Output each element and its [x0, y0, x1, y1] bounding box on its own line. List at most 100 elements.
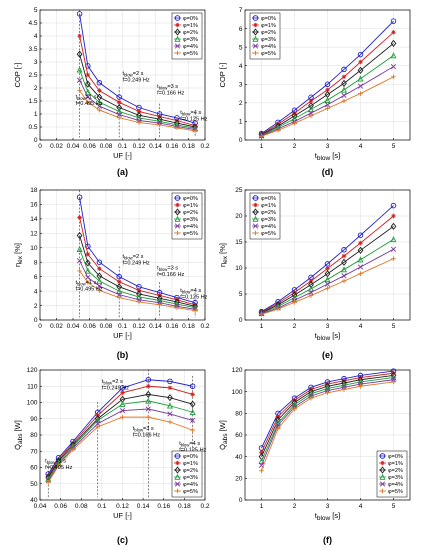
legend-label: φ=2%: [261, 30, 276, 36]
data-point: [116, 111, 122, 118]
x-tick-label: 0.04: [67, 143, 80, 150]
x-tick-label: 0.14: [149, 143, 162, 150]
legend-marker: [174, 195, 181, 201]
panel-label: (c): [117, 535, 128, 545]
panel-label: (a): [117, 167, 128, 177]
y-tick-label: 40: [235, 454, 243, 461]
annotation-label: tblow=4 s f=0.125 Hz: [179, 441, 206, 454]
data-point: [166, 402, 173, 409]
x-tick-label: 0.1: [118, 323, 127, 330]
data-point: [76, 245, 83, 252]
data-point: [358, 59, 363, 65]
data-point: [116, 295, 122, 300]
data-point: [391, 213, 396, 219]
data-point: [97, 288, 102, 293]
data-point: [97, 266, 102, 272]
data-point: [85, 280, 91, 285]
legend-label: φ=1%: [388, 461, 403, 467]
data-point: [358, 91, 363, 96]
legend-label: φ=4%: [183, 224, 198, 230]
data-point: [259, 133, 264, 139]
data-point: [259, 468, 264, 474]
y-tick-label: 1.5: [28, 98, 37, 105]
data-point: [308, 98, 314, 104]
x-tick-label: 4: [359, 503, 363, 510]
series-line: [261, 372, 394, 453]
y-tick-label: 2: [34, 303, 38, 310]
x-tick-label: 0.16: [166, 143, 179, 150]
y-tick-label: 0: [239, 317, 243, 324]
data-point: [308, 289, 314, 296]
data-point: [136, 120, 142, 125]
data-point: [116, 94, 122, 100]
series-line: [79, 197, 196, 304]
annotation-label: tblow=1 s f=0.495 Hz: [75, 94, 102, 107]
legend-marker: [379, 466, 386, 474]
x-tick-label: 0: [38, 143, 42, 150]
data-point: [358, 271, 363, 277]
y-tick-label: 4: [34, 288, 38, 295]
y-axis-label: Q̇abs [W]: [218, 420, 229, 450]
series-line: [261, 226, 394, 314]
legend: φ=0%φ=1%φ=2%φ=3%φ=4%φ=5%: [249, 192, 281, 240]
series-line: [79, 13, 196, 124]
legend-label: φ=1%: [261, 23, 276, 29]
legend-label: φ=1%: [183, 461, 198, 467]
legend-marker: [380, 460, 385, 466]
x-axis-label: UF [-]: [113, 331, 132, 340]
legend-marker: [174, 473, 181, 480]
data-point: [341, 74, 347, 80]
data-point: [85, 100, 91, 105]
series-line: [261, 374, 394, 457]
series-line: [261, 239, 394, 314]
legend-label: φ=1%: [261, 203, 276, 209]
data-point: [76, 258, 83, 264]
data-point: [77, 215, 82, 220]
x-tick-label: 0: [38, 323, 42, 330]
plot-frame: [244, 9, 411, 141]
y-tick-label: 5: [34, 7, 38, 14]
legend: φ=0%φ=1%φ=2%φ=3%φ=4%φ=5%: [171, 12, 203, 60]
annotation-label: tblow=2 s f=0.249 Hz: [123, 71, 150, 84]
legend-marker: [252, 15, 259, 21]
x-tick-label: 5: [392, 143, 396, 150]
panel-label: (d): [322, 167, 334, 177]
data-point: [292, 120, 297, 126]
x-tick-label: 0.12: [116, 503, 129, 510]
data-point: [324, 281, 331, 287]
legend-label: φ=0%: [183, 196, 198, 202]
legend-marker: [252, 223, 259, 229]
data-point: [84, 88, 91, 95]
data-point: [76, 231, 83, 240]
legend-marker: [174, 43, 181, 49]
data-point: [391, 256, 396, 261]
chart-panel-e: 1 2 3 4 5 0 5 10 15 20 25 φ=0%φ=1%φ=2%φ=3%φ=4%φ=5% t…: [218, 187, 411, 360]
legend-marker: [379, 473, 386, 480]
x-tick-label: 3: [326, 503, 330, 510]
legend-marker: [174, 35, 181, 42]
data-point: [95, 424, 101, 430]
data-point: [325, 285, 330, 291]
y-tick-label: 70: [30, 448, 38, 455]
legend-label: φ=0%: [261, 196, 276, 202]
x-tick-label: 2: [293, 503, 297, 510]
y-tick-label: 5: [239, 291, 243, 298]
series-line: [47, 400, 193, 480]
data-point: [308, 395, 314, 401]
legend-marker: [253, 230, 258, 236]
x-tick-label: 0.2: [200, 143, 209, 150]
data-point: [96, 80, 103, 86]
data-point: [145, 397, 152, 404]
plot-frame: [39, 9, 206, 141]
y-tick-label: 12: [30, 231, 38, 238]
data-point: [259, 311, 264, 317]
y-tick-label: 60: [30, 465, 38, 472]
y-tick-label: 5: [239, 44, 243, 51]
data-point: [307, 106, 315, 113]
annotation-label: tblow=4 s f=0.125 Hz: [180, 288, 207, 301]
data-point: [157, 302, 162, 308]
x-tick-label: 1: [260, 503, 264, 510]
y-tick-label: 50: [30, 481, 38, 488]
series-line: [79, 35, 196, 127]
data-point: [325, 390, 330, 396]
